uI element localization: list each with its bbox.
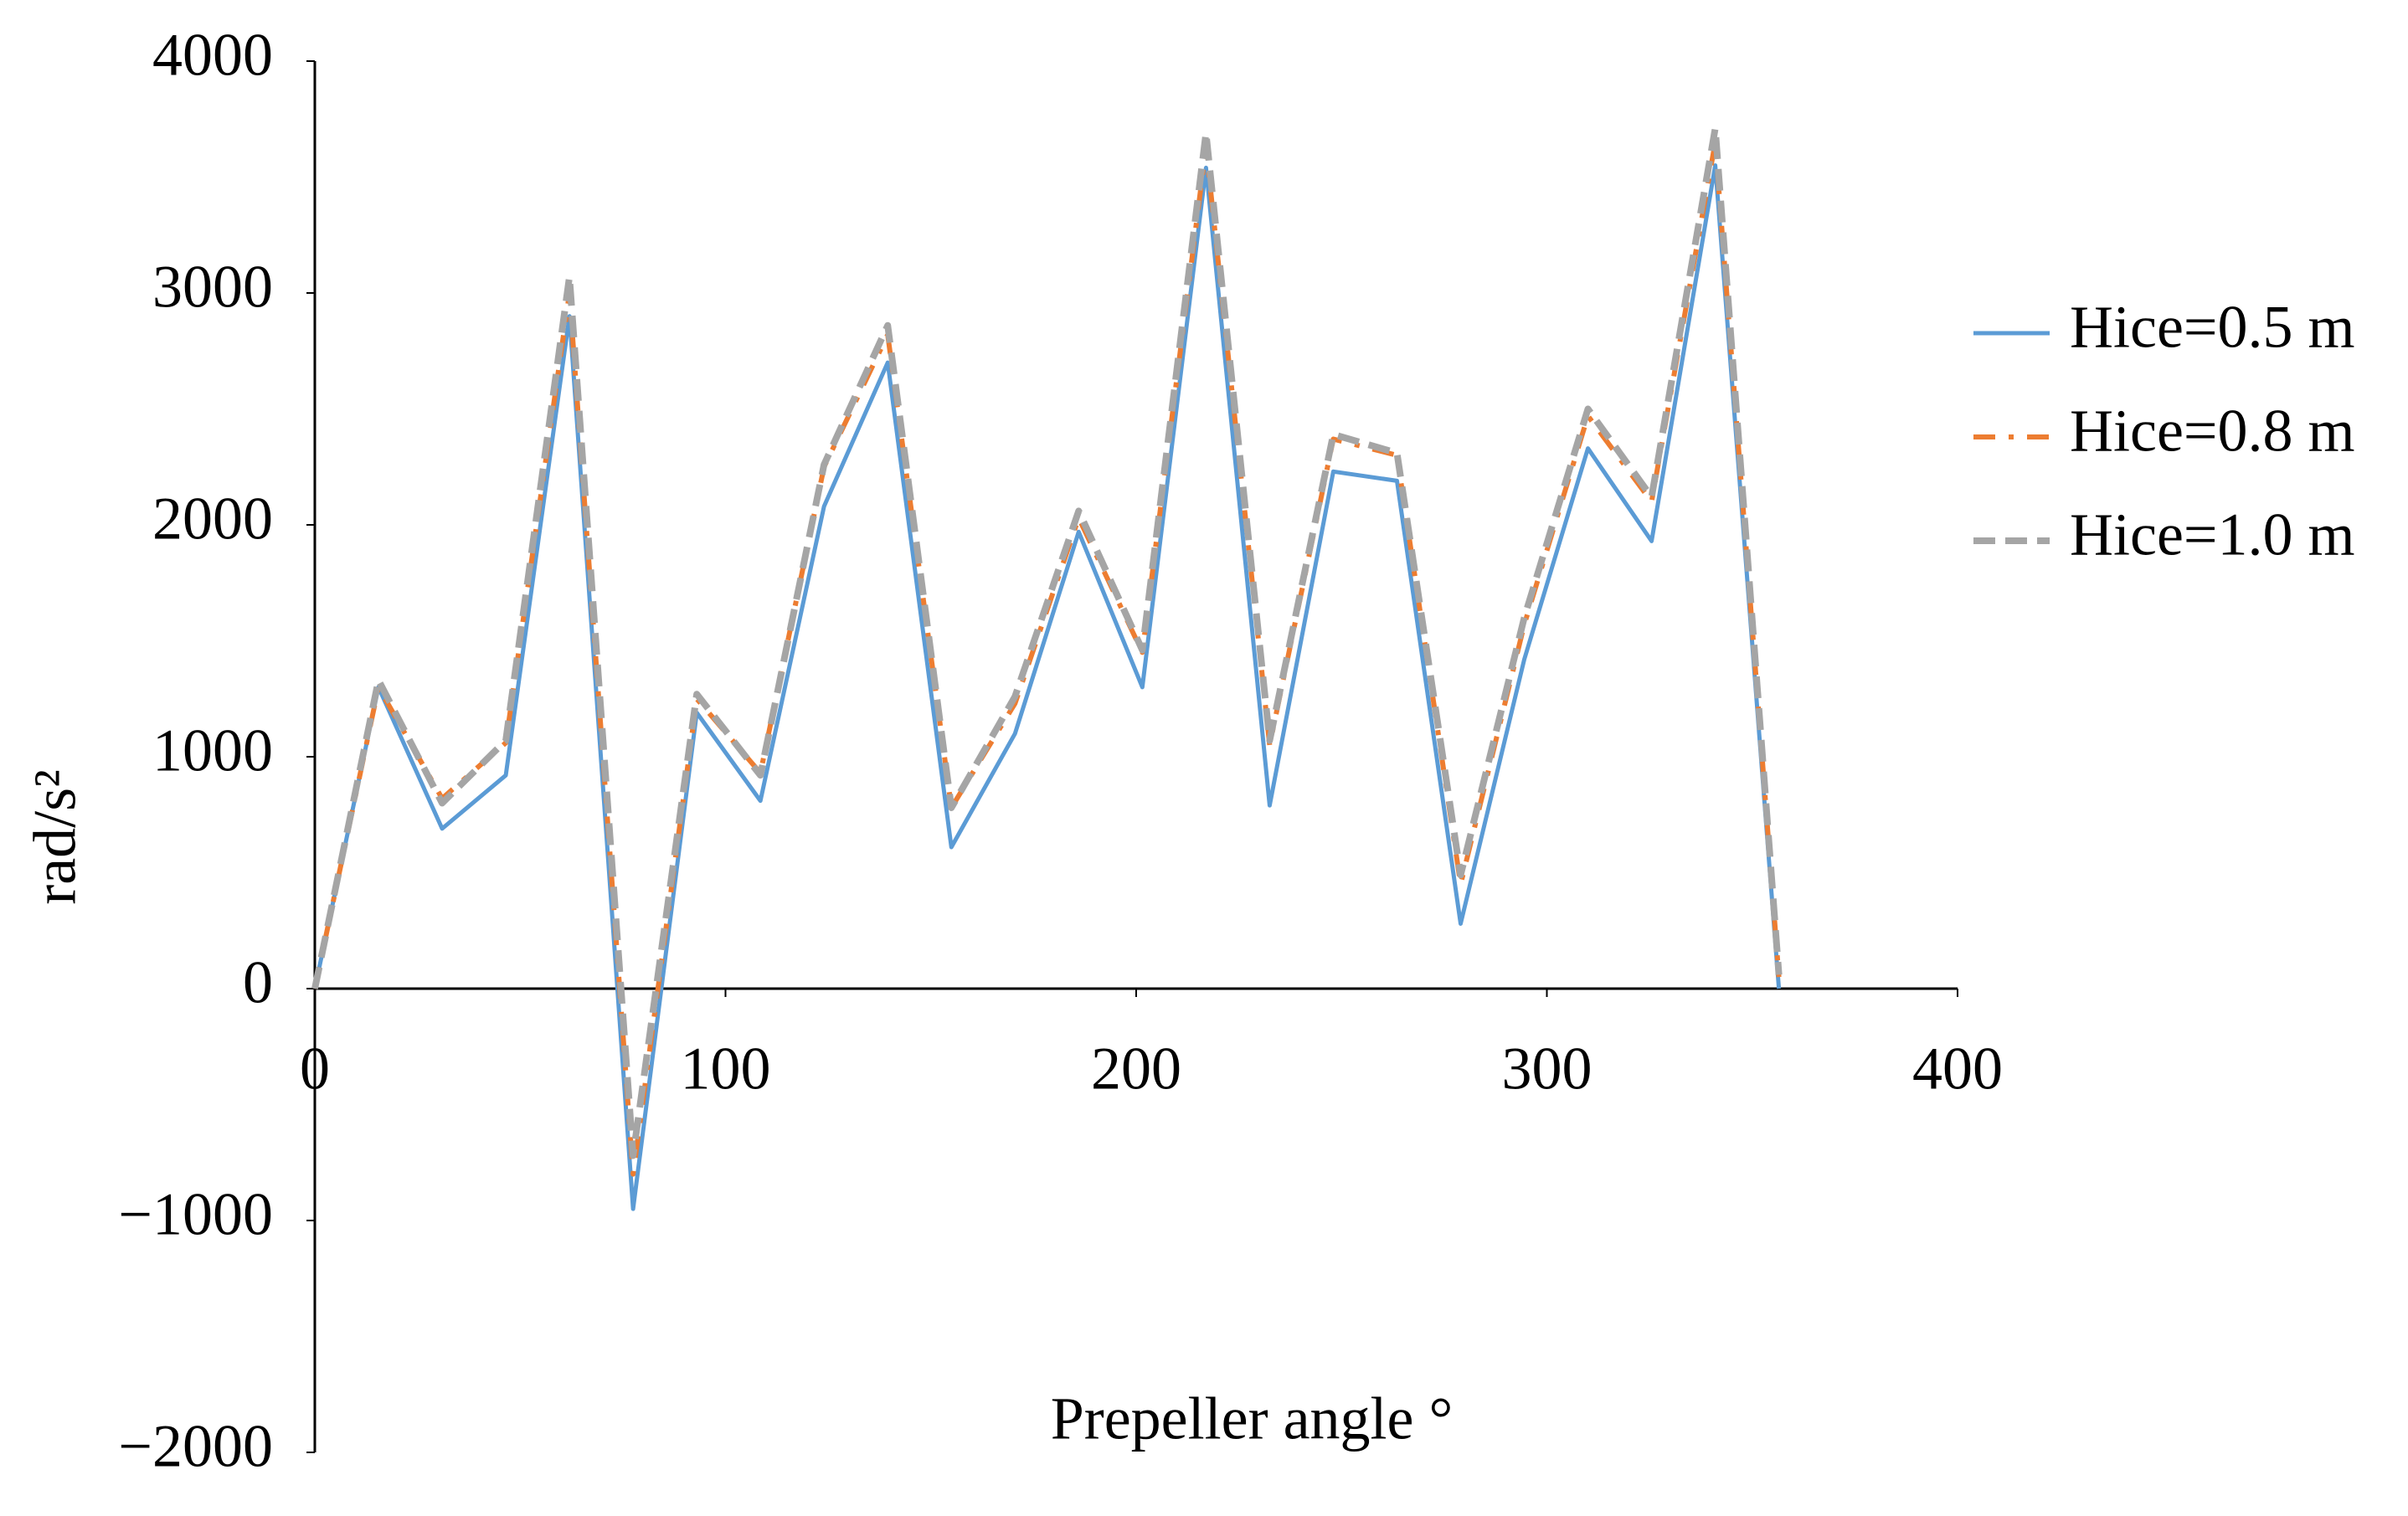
legend-label: Hice=0.5 m xyxy=(2070,294,2355,361)
x-tick-label: 200 xyxy=(1091,1036,1181,1102)
x-tick-label: 400 xyxy=(1912,1036,2003,1102)
legend-label: Hice=1.0 m xyxy=(2070,501,2355,568)
y-tick-label: −2000 xyxy=(118,1413,273,1480)
series-line xyxy=(311,125,1783,1159)
series-line xyxy=(312,163,1782,1211)
x-tick-label: 0 xyxy=(300,1036,330,1102)
y-tick-label: 2000 xyxy=(152,486,273,552)
y-tick-label: 0 xyxy=(243,949,273,1016)
y-tick-label: 1000 xyxy=(152,717,273,784)
y-tick-label: 4000 xyxy=(152,22,273,89)
legend-label: Hice=0.8 m xyxy=(2070,398,2355,465)
series-line xyxy=(312,139,1782,1177)
y-tick-label: 3000 xyxy=(152,254,273,321)
x-tick-label: 300 xyxy=(1502,1036,1592,1102)
y-axis-label: rad/s² xyxy=(22,769,89,905)
y-tick-label: −1000 xyxy=(118,1181,273,1248)
x-axis-label: Prepeller angle ° xyxy=(1051,1385,1454,1452)
x-tick-label: 100 xyxy=(681,1036,771,1102)
